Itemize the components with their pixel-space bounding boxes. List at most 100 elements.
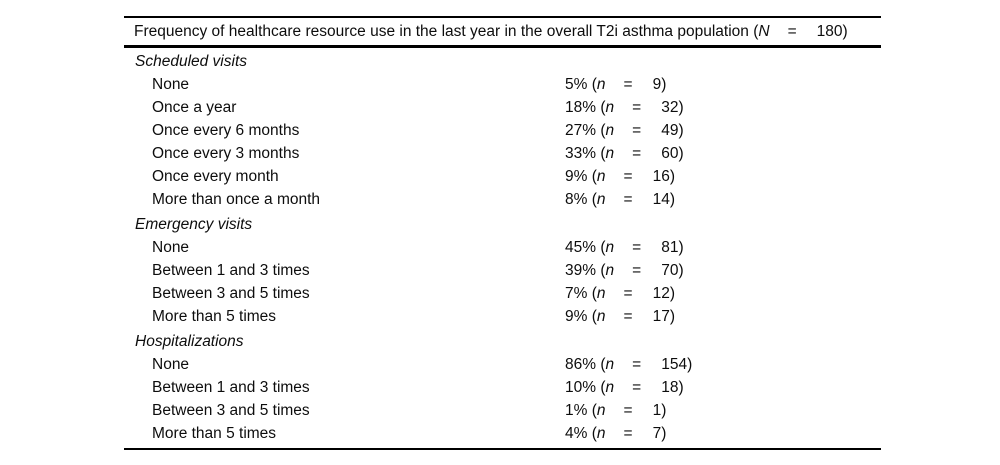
- row-value: 18% (n = 32): [565, 96, 684, 119]
- open-paren: (: [591, 307, 597, 325]
- n-symbol: n: [605, 261, 615, 279]
- close-paren: ): [678, 261, 684, 279]
- row-label: Between 1 and 3 times: [152, 261, 310, 279]
- title-close-paren: ): [842, 22, 848, 40]
- row-label: More than 5 times: [152, 424, 277, 442]
- table-row: Between 3 and 5 times 7% (n = 12): [124, 282, 881, 305]
- section-label: Emergency visits: [135, 215, 253, 233]
- table-row: Between 1 and 3 times 39% (n = 70): [124, 259, 881, 282]
- n-count: 32: [661, 98, 679, 116]
- n-symbol: n: [605, 144, 615, 162]
- table-row: More than 5 times 4% (n = 7): [124, 422, 881, 445]
- row-label: None: [152, 238, 190, 256]
- table-title-text: Frequency of healthcare resource use in …: [134, 22, 759, 40]
- row-percent: 9%: [565, 167, 592, 185]
- n-count: 1: [652, 401, 662, 419]
- row-percent: 10%: [565, 378, 601, 396]
- open-paren: (: [600, 238, 606, 256]
- row-label: Once every 3 months: [152, 144, 300, 162]
- equals-sign: =: [623, 190, 633, 208]
- row-percent: 18%: [565, 98, 601, 116]
- equals-sign: =: [632, 144, 642, 162]
- table-row: Once every 3 months 33% (n = 60): [124, 142, 881, 165]
- row-value: 9% (n = 17): [565, 305, 675, 328]
- n-symbol: n: [596, 284, 606, 302]
- healthcare-resource-use-table: Frequency of healthcare resource use in …: [124, 16, 881, 450]
- row-value: 33% (n = 60): [565, 142, 684, 165]
- equals-sign: =: [632, 355, 642, 373]
- n-count: 16: [652, 167, 670, 185]
- close-paren: ): [678, 144, 684, 162]
- open-paren: (: [591, 190, 597, 208]
- open-paren: (: [600, 261, 606, 279]
- equals-sign: =: [623, 424, 633, 442]
- row-label: Between 1 and 3 times: [152, 378, 310, 396]
- equals-sign: =: [623, 307, 633, 325]
- table-bottom-rule: [124, 448, 881, 450]
- n-count: 12: [652, 284, 670, 302]
- row-percent: 8%: [565, 190, 592, 208]
- n-count: 18: [661, 378, 679, 396]
- row-percent: 7%: [565, 284, 592, 302]
- row-value: 7% (n = 12): [565, 282, 675, 305]
- table-row: More than once a month 8% (n = 14): [124, 188, 881, 211]
- row-percent: 27%: [565, 121, 601, 139]
- row-label: Once every month: [152, 167, 279, 185]
- n-symbol: n: [605, 121, 615, 139]
- row-value: 10% (n = 18): [565, 376, 684, 399]
- equals-sign: =: [623, 401, 633, 419]
- n-count: 7: [652, 424, 662, 442]
- equals-sign: =: [623, 75, 633, 93]
- row-value: 4% (n = 7): [565, 422, 666, 445]
- close-paren: ): [678, 378, 684, 396]
- row-label: None: [152, 75, 190, 93]
- close-paren: ): [687, 355, 693, 373]
- close-paren: ): [669, 167, 675, 185]
- n-count: 70: [661, 261, 679, 279]
- row-label: More than 5 times: [152, 307, 277, 325]
- close-paren: ): [669, 190, 675, 208]
- table-row: Between 3 and 5 times 1% (n = 1): [124, 399, 881, 422]
- open-paren: (: [591, 75, 597, 93]
- table-row: Between 1 and 3 times 10% (n = 18): [124, 376, 881, 399]
- table-row: Once a year 18% (n = 32): [124, 96, 881, 119]
- row-value: 27% (n = 49): [565, 119, 684, 142]
- n-symbol: n: [605, 378, 615, 396]
- table-row: None 45% (n = 81): [124, 236, 881, 259]
- equals-sign: =: [632, 98, 642, 116]
- row-percent: 9%: [565, 307, 592, 325]
- row-percent: 39%: [565, 261, 601, 279]
- close-paren: ): [678, 121, 684, 139]
- close-paren: ): [669, 284, 675, 302]
- table-top-rule: [124, 16, 881, 18]
- table-row: Once every month 9% (n = 16): [124, 165, 881, 188]
- row-label: More than once a month: [152, 190, 321, 208]
- close-paren: ): [661, 401, 667, 419]
- n-symbol: n: [605, 238, 615, 256]
- table-row: None 86% (n = 154): [124, 353, 881, 376]
- open-paren: (: [600, 98, 606, 116]
- equals-sign: =: [632, 121, 642, 139]
- n-count: 49: [661, 121, 679, 139]
- table-row: More than 5 times 9% (n = 17): [124, 305, 881, 328]
- row-label: Between 3 and 5 times: [152, 284, 310, 302]
- section-label: Scheduled visits: [135, 52, 248, 70]
- row-value: 86% (n = 154): [565, 353, 692, 376]
- n-symbol: n: [596, 190, 606, 208]
- row-percent: 86%: [565, 355, 601, 373]
- n-symbol: n: [605, 98, 615, 116]
- table-row: Once every 6 months 27% (n = 49): [124, 119, 881, 142]
- open-paren: (: [600, 121, 606, 139]
- row-percent: 45%: [565, 238, 601, 256]
- n-count: 17: [652, 307, 670, 325]
- equals-sign: =: [632, 238, 642, 256]
- row-value: 1% (n = 1): [565, 399, 666, 422]
- n-symbol: n: [596, 307, 606, 325]
- row-label: None: [152, 355, 190, 373]
- row-percent: 5%: [565, 75, 592, 93]
- n-count: 60: [661, 144, 679, 162]
- row-value: 45% (n = 81): [565, 236, 684, 259]
- n-count: 81: [661, 238, 679, 256]
- table-header-rule: [124, 45, 881, 48]
